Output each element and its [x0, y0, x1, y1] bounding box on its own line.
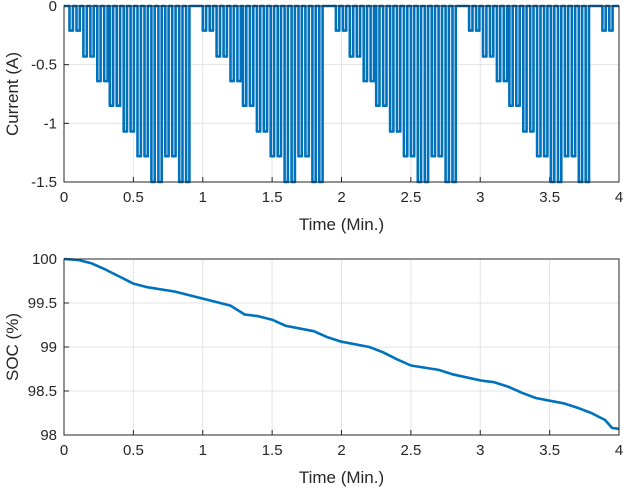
- x-tick-label: 2: [337, 189, 345, 206]
- y-tick-label: -0.5: [31, 57, 57, 74]
- x-tick-label: 1: [199, 189, 207, 206]
- x-tick-label: 4: [615, 189, 623, 206]
- x-tick-label: 2: [337, 442, 345, 459]
- axes-frame: [63, 5, 620, 183]
- y-tick-label: 0: [49, 0, 57, 15]
- x-tick-label: 0.5: [123, 189, 144, 206]
- y-tick-label: 100: [32, 251, 57, 268]
- x-tick-label: 3.5: [539, 442, 560, 459]
- x-tick-label: 3: [476, 189, 484, 206]
- y-tick-label: 99: [40, 339, 57, 356]
- x-tick-label: 0: [60, 442, 68, 459]
- x-tick-label: 3: [476, 442, 484, 459]
- y-tick-label: 98: [40, 427, 57, 444]
- x-tick-label: 1: [199, 442, 207, 459]
- soc-series-line: [63, 257, 620, 431]
- y-tick-label: 99.5: [28, 295, 57, 312]
- current-chart: 0 0.5 1 1.5 2 2.5 3 3.5 4 0 -0.5 -1 -1.5 Time (Min.) C…: [3, 0, 623, 234]
- y-tick-label: -1: [44, 115, 57, 132]
- y-tick-label: 98.5: [28, 383, 57, 400]
- x-tick-label: 1.5: [262, 442, 283, 459]
- y-axis-label: SOC (%): [3, 313, 22, 381]
- x-tick-label: 2.5: [400, 189, 421, 206]
- y-tick-label: -1.5: [31, 174, 57, 191]
- x-tick-label: 2.5: [400, 442, 421, 459]
- axes-frame: [63, 258, 620, 436]
- x-axis-label: Time (Min.): [299, 215, 384, 234]
- x-axis-label: Time (Min.): [299, 468, 384, 487]
- soc-chart: 0 0.5 1 1.5 2 2.5 3 3.5 4 100 99.5 99 98.5 98 Time (Mi…: [3, 251, 623, 487]
- x-tick-label: 4: [615, 442, 623, 459]
- x-tick-label: 1.5: [262, 189, 283, 206]
- y-axis-label: Current (A): [3, 52, 22, 136]
- x-tick-label: 0: [60, 189, 68, 206]
- x-tick-label: 0.5: [123, 442, 144, 459]
- x-tick-label: 3.5: [539, 189, 560, 206]
